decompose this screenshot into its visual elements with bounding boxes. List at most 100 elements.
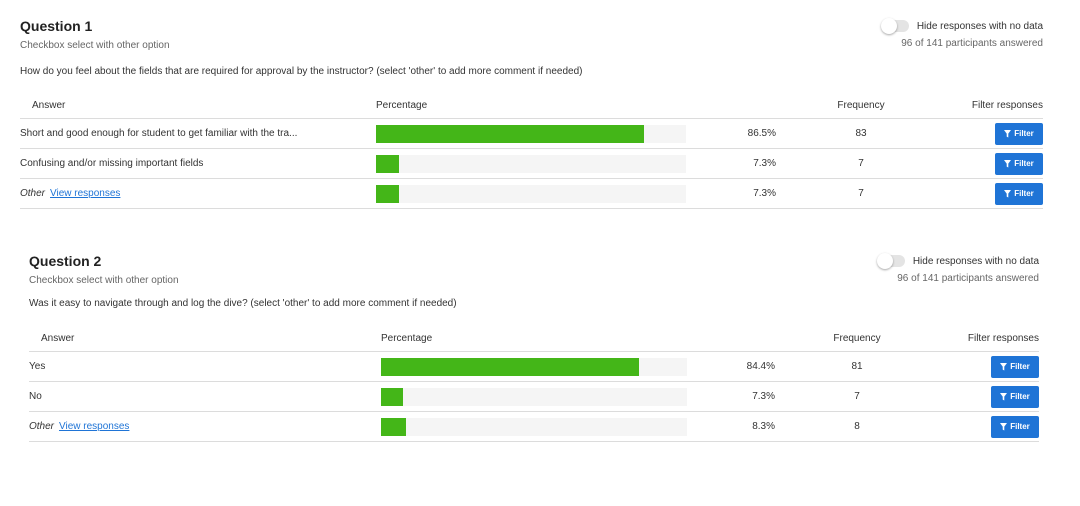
answer-text: Other <box>20 188 46 199</box>
funnel-icon <box>1000 422 1008 430</box>
filter-button-label: Filter <box>1010 362 1030 371</box>
funnel-icon <box>1000 362 1008 370</box>
filter-cell: Filter <box>939 351 1039 382</box>
hide-empty-toggle[interactable] <box>876 253 905 269</box>
table-row: No 7.3% 7 Filter <box>29 381 1039 412</box>
table-header-row: Answer Percentage Frequency Filter respo… <box>20 92 1043 119</box>
column-header-frequency: Frequency <box>776 92 946 119</box>
column-header-filter: Filter responses <box>939 325 1039 352</box>
filter-button[interactable]: Filter <box>991 355 1039 378</box>
answer-text: No <box>29 381 381 412</box>
view-responses-link[interactable]: View responses <box>59 421 130 432</box>
column-header-blank <box>687 325 775 352</box>
table-row: Short and good enough for student to get… <box>20 118 1043 149</box>
hide-empty-label: Hide responses with no data <box>912 255 1039 267</box>
filter-button[interactable]: Filter <box>995 182 1043 205</box>
responses-table: Answer Percentage Frequency Filter respo… <box>29 325 1039 442</box>
column-header-percentage: Percentage <box>376 92 686 119</box>
question-1-section: Question 1 Checkbox select with other op… <box>20 18 1043 213</box>
filter-button-label: Filter <box>1010 422 1030 431</box>
column-header-blank <box>686 92 776 119</box>
answer-other-cell: Other View responses <box>29 411 381 442</box>
view-responses-link[interactable]: View responses <box>50 188 121 199</box>
filter-cell: Filter <box>946 148 1043 179</box>
percentage-value: 7.3% <box>686 148 776 179</box>
frequency-value: 8 <box>775 411 939 442</box>
percentage-bar-fill <box>376 184 399 203</box>
percentage-value: 8.3% <box>687 411 775 442</box>
hide-empty-toggle[interactable] <box>880 18 909 34</box>
frequency-value: 7 <box>776 148 946 179</box>
filter-button[interactable]: Filter <box>991 415 1039 438</box>
filter-button[interactable]: Filter <box>995 122 1043 145</box>
hide-empty-label: Hide responses with no data <box>916 20 1043 32</box>
table-row: Yes 84.4% 81 Filter <box>29 351 1039 382</box>
funnel-icon <box>1000 392 1008 400</box>
percentage-bar-cell <box>381 381 687 412</box>
column-header-answer: Answer <box>29 325 381 352</box>
funnel-icon <box>1004 159 1012 167</box>
filter-button-label: Filter <box>1014 129 1034 138</box>
filter-button-label: Filter <box>1014 159 1034 168</box>
percentage-bar-cell <box>376 148 686 179</box>
answer-text: Short and good enough for student to get… <box>20 118 376 149</box>
hide-empty-toggle-row: Hide responses with no data <box>880 18 1043 34</box>
percentage-bar-fill <box>376 124 645 143</box>
percentage-bar-fill <box>381 357 640 376</box>
question-type: Checkbox select with other option <box>29 275 179 286</box>
percentage-bar-cell <box>381 351 687 382</box>
percentage-bar-fill <box>381 387 404 406</box>
percentage-bar-track <box>381 357 687 376</box>
filter-button-label: Filter <box>1014 189 1034 198</box>
frequency-value: 7 <box>776 178 946 209</box>
question-prompt: How do you feel about the fields that ar… <box>20 66 583 77</box>
participants-answered: 96 of 141 participants answered <box>901 38 1043 49</box>
table-row: Confusing and/or missing important field… <box>20 148 1043 179</box>
filter-button-label: Filter <box>1010 392 1030 401</box>
answer-text: Confusing and/or missing important field… <box>20 148 376 179</box>
question-title: Question 2 <box>29 253 102 269</box>
percentage-bar-track <box>381 417 687 436</box>
percentage-value: 84.4% <box>687 351 775 382</box>
percentage-bar-fill <box>376 154 399 173</box>
column-header-filter: Filter responses <box>946 92 1043 119</box>
hide-empty-toggle-row: Hide responses with no data <box>876 253 1039 269</box>
percentage-bar-track <box>376 184 686 203</box>
percentage-bar-fill <box>381 417 407 436</box>
percentage-bar-cell <box>381 411 687 442</box>
question-prompt: Was it easy to navigate through and log … <box>29 298 457 309</box>
toggle-knob <box>876 253 893 269</box>
percentage-value: 7.3% <box>686 178 776 209</box>
filter-button[interactable]: Filter <box>995 152 1043 175</box>
answer-text: Yes <box>29 351 381 382</box>
filter-cell: Filter <box>939 381 1039 412</box>
table-row: Other View responses 7.3% 7 Filter <box>20 178 1043 209</box>
funnel-icon <box>1004 189 1012 197</box>
percentage-bar-track <box>376 124 686 143</box>
answer-other-cell: Other View responses <box>20 178 376 209</box>
table-row: Other View responses 8.3% 8 Filter <box>29 411 1039 442</box>
percentage-value: 7.3% <box>687 381 775 412</box>
funnel-icon <box>1004 129 1012 137</box>
filter-cell: Filter <box>939 411 1039 442</box>
percentage-value: 86.5% <box>686 118 776 149</box>
question-2-section: Question 2 Checkbox select with other op… <box>29 253 1039 443</box>
responses-table: Answer Percentage Frequency Filter respo… <box>20 92 1043 209</box>
toggle-knob <box>880 18 897 34</box>
percentage-bar-track <box>376 154 686 173</box>
participants-answered: 96 of 141 participants answered <box>897 273 1039 284</box>
question-type: Checkbox select with other option <box>20 40 170 51</box>
column-header-percentage: Percentage <box>381 325 687 352</box>
column-header-frequency: Frequency <box>775 325 939 352</box>
table-header-row: Answer Percentage Frequency Filter respo… <box>29 325 1039 352</box>
percentage-bar-track <box>381 387 687 406</box>
percentage-bar-cell <box>376 178 686 209</box>
frequency-value: 7 <box>775 381 939 412</box>
question-title: Question 1 <box>20 18 93 34</box>
frequency-value: 83 <box>776 118 946 149</box>
percentage-bar-cell <box>376 118 686 149</box>
filter-button[interactable]: Filter <box>991 385 1039 408</box>
filter-cell: Filter <box>946 178 1043 209</box>
frequency-value: 81 <box>775 351 939 382</box>
column-header-answer: Answer <box>20 92 376 119</box>
